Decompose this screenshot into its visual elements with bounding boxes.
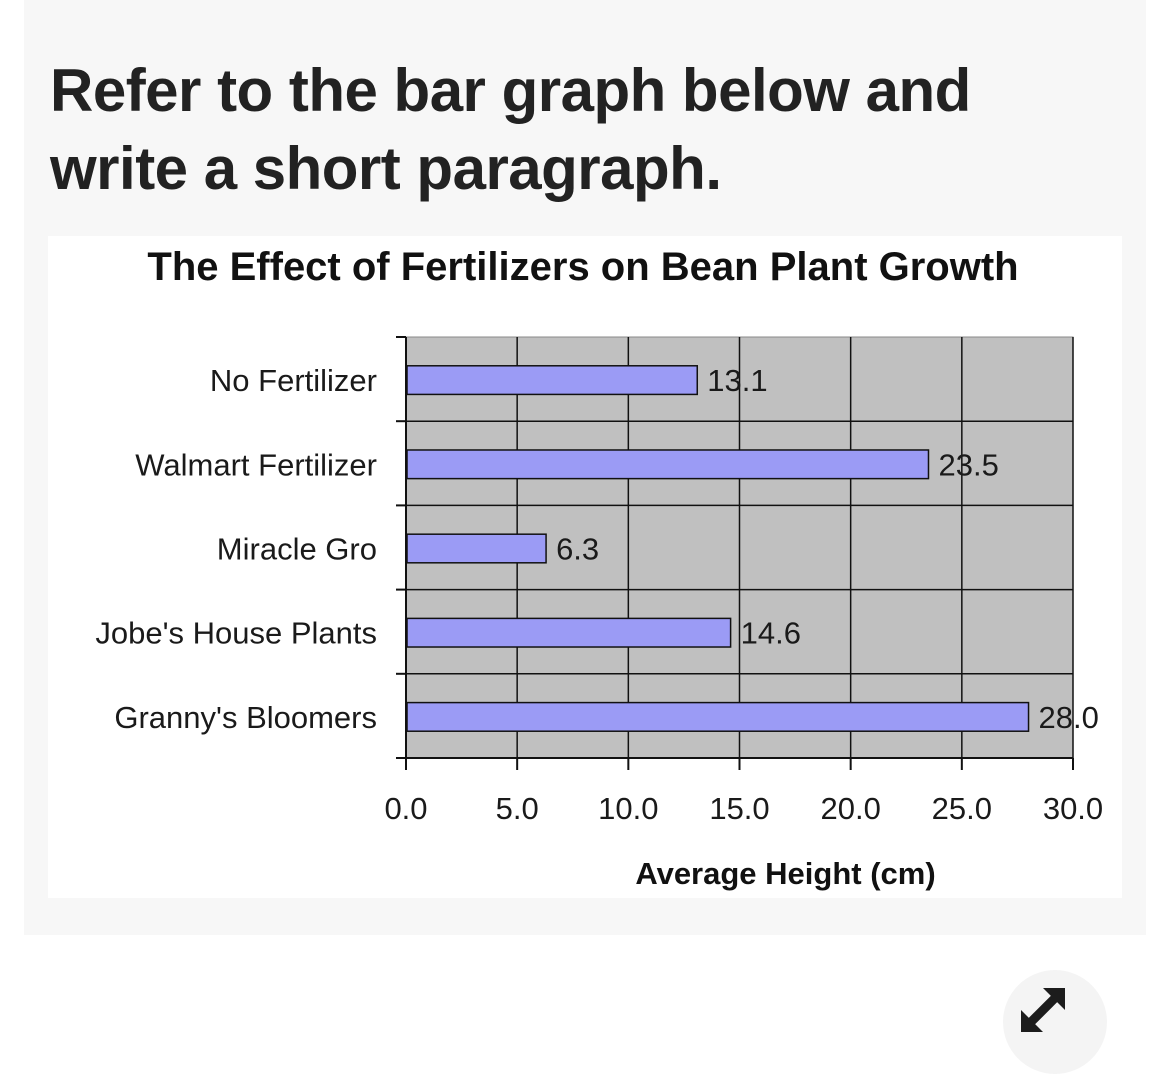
bar (406, 533, 547, 564)
question-text: Refer to the bar graph below and write a… (50, 57, 971, 202)
x-tick-label: 25.0 (932, 791, 992, 826)
x-tick-label: 5.0 (496, 791, 539, 826)
x-tick-label: 30.0 (1043, 791, 1103, 826)
chart-title: The Effect of Fertilizers on Bean Plant … (147, 245, 1018, 289)
category-label: Jobe's House Plants (95, 616, 377, 651)
category-label: Miracle Gro (217, 532, 377, 567)
data-label: 13.1 (707, 363, 767, 398)
category-label: Walmart Fertilizer (135, 447, 377, 482)
x-axis-title: Average Height (cm) (635, 856, 935, 891)
x-tick-label: 15.0 (709, 791, 769, 826)
bar-chart: The Effect of Fertilizers on Bean Plant … (95, 245, 1103, 891)
category-label: No Fertilizer (210, 363, 377, 398)
bar-chart-image[interactable]: The Effect of Fertilizers on Bean Plant … (48, 236, 1122, 1074)
bar (406, 617, 732, 648)
data-label: 6.3 (556, 532, 599, 567)
plot-area: 0.0 5.0 10.0 15.0 20.0 25.0 30.0 No Fertilizer 1… (95, 336, 1103, 826)
bar (406, 701, 1030, 732)
data-label: 23.5 (938, 447, 998, 482)
bar (406, 449, 930, 480)
x-tick-label: 10.0 (598, 791, 658, 826)
bar (406, 365, 699, 396)
data-label: 14.6 (741, 616, 801, 651)
x-tick-label: 20.0 (820, 791, 880, 826)
expand-button[interactable] (1003, 970, 1107, 1074)
category-label: Granny's Bloomers (114, 700, 377, 735)
x-tick-label: 0.0 (384, 791, 427, 826)
data-label: 28.0 (1039, 700, 1099, 735)
expand-icon (1021, 988, 1065, 1032)
